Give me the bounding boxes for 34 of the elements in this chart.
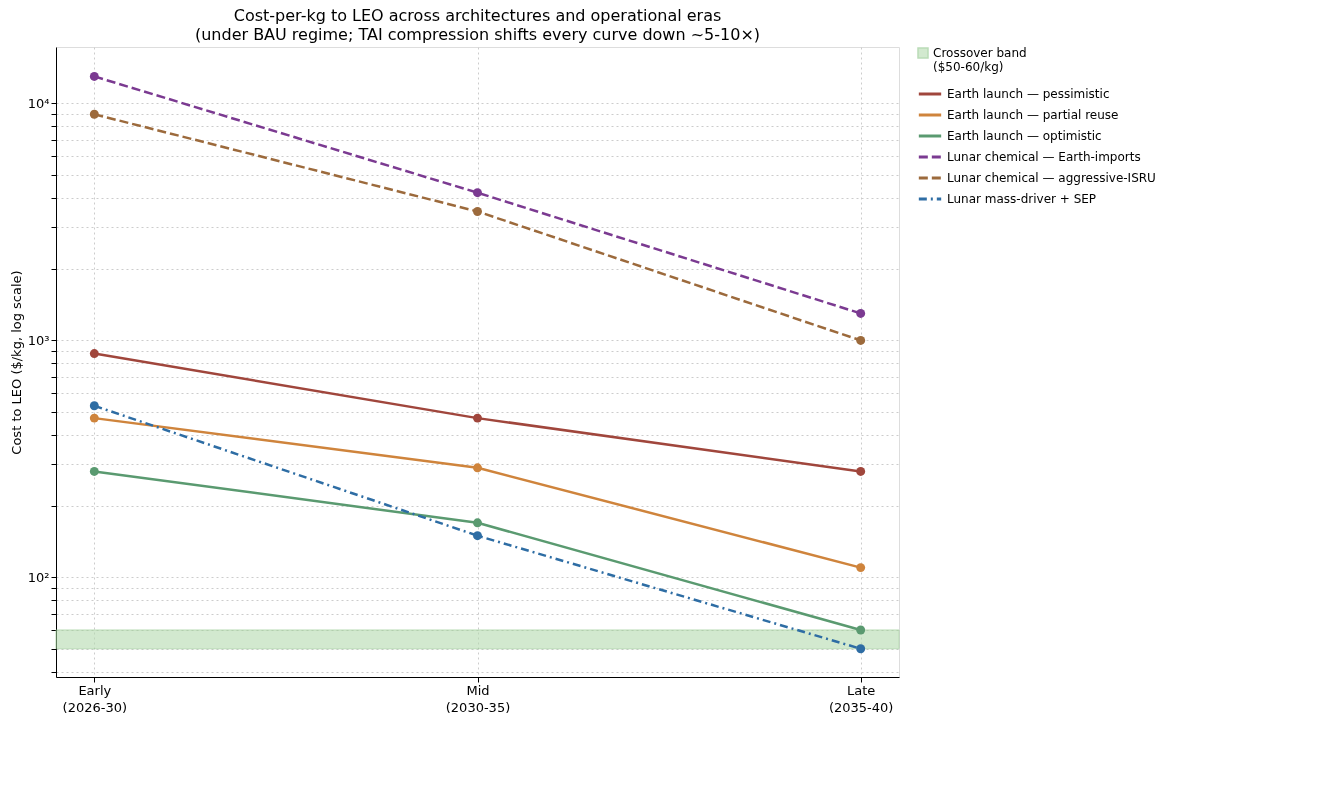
legend-label: Lunar chemical — Earth-imports [947, 150, 1141, 164]
chart-subtitle: (under BAU regime; TAI compression shifts every curve down ~5-10×) [194, 25, 761, 44]
legend-label: Earth launch — optimistic [947, 129, 1102, 143]
x-tick-label: Early (2026-30) [62, 682, 128, 715]
y-axis-title: Cost to LEO ($/kg, log scale) [8, 270, 24, 455]
legend-label: Lunar mass-driver + SEP [947, 192, 1097, 206]
point [89, 466, 99, 476]
point [89, 109, 99, 119]
chart-title: Cost-per-kg to LEO across architectures and operational eras [233, 6, 722, 25]
y-tick-label: 10⁴ [27, 95, 50, 111]
point [856, 563, 866, 573]
point [89, 413, 99, 423]
point [473, 463, 482, 473]
point [856, 644, 866, 654]
x-tick-label: Late (2035-40) [828, 682, 894, 715]
point [89, 401, 99, 411]
legend-label: Earth launch — pessimistic [947, 87, 1110, 101]
point [473, 531, 482, 541]
point [856, 335, 866, 345]
point [89, 71, 99, 81]
point [473, 207, 482, 216]
point [473, 413, 482, 423]
x-tick-label: Mid (2030-35) [445, 682, 511, 715]
point [856, 466, 866, 476]
point [856, 625, 866, 635]
y-tick-label: 10³ [27, 332, 50, 348]
point [89, 349, 99, 359]
legend-label: Lunar chemical — aggressive-ISRU [947, 171, 1156, 185]
legend-label: Earth launch — partial reuse [947, 108, 1119, 122]
point [473, 518, 482, 528]
point [856, 308, 866, 318]
y-tick-label: 10² [27, 569, 50, 585]
legend-label: Crossover band ($50-60/kg) [933, 46, 1027, 74]
point [473, 188, 482, 198]
